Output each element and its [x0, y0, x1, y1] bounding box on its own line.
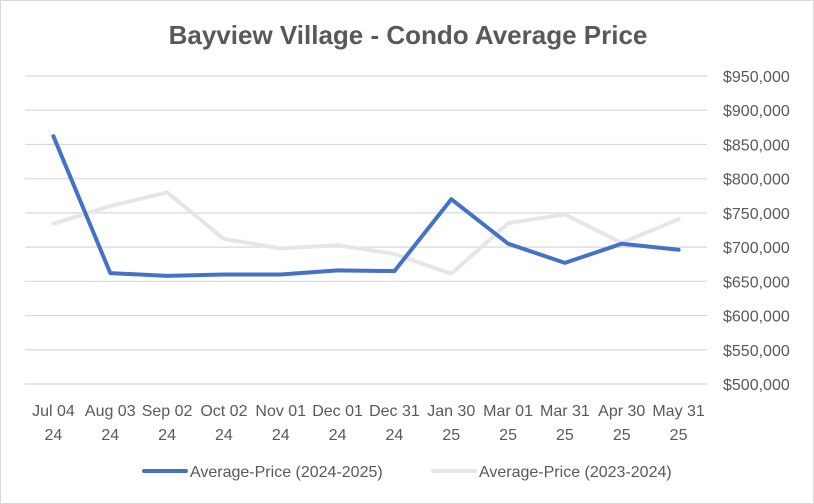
x-tick-line-1: Jul 04	[32, 403, 75, 420]
legend-label: Average-Price (2023-2024)	[479, 464, 672, 481]
x-tick-label: Nov 01 24	[255, 403, 306, 444]
x-tick-label: Mar 01 25	[483, 403, 533, 444]
x-tick-line-2: 24	[386, 427, 404, 444]
y-tick-label: $750,000	[723, 206, 790, 223]
y-tick-label: $700,000	[723, 240, 790, 257]
x-tick-line-1: Nov 01	[255, 403, 306, 420]
x-tick-line-1: Apr 30	[598, 403, 645, 420]
series-line-1	[51, 190, 681, 276]
y-tick-label: $900,000	[723, 103, 790, 120]
x-axis-tick-labels: Jul 04 24 Aug 03 24 Sep 02 24 Oct 02 24 Nov 01 24…	[32, 403, 705, 444]
y-tick-label: $800,000	[723, 172, 790, 189]
y-tick-label: $600,000	[723, 309, 790, 326]
y-tick-label: $950,000	[723, 69, 790, 86]
chart-title: Bayview Village - Condo Average Price	[169, 20, 648, 50]
x-tick-label: Mar 31 25	[540, 403, 590, 444]
x-tick-label: Aug 03 24	[85, 403, 136, 444]
x-tick-line-2: 24	[272, 427, 290, 444]
legend-label: Average-Price (2024-2025)	[190, 464, 383, 481]
x-tick-line-2: 25	[670, 427, 688, 444]
y-tick-label: $500,000	[723, 377, 790, 394]
y-axis-tick-labels: $500,000 $550,000 $600,000 $650,000 $700,000…	[723, 69, 790, 394]
x-tick-line-1: Aug 03	[85, 403, 136, 420]
x-tick-line-2: 25	[613, 427, 631, 444]
x-tick-label: Oct 02 24	[200, 403, 247, 444]
x-tick-line-2: 24	[45, 427, 63, 444]
x-tick-line-2: 24	[329, 427, 347, 444]
x-tick-label: Jan 30 25	[427, 403, 475, 444]
x-tick-line-2: 25	[556, 427, 574, 444]
x-tick-label: Apr 30 25	[598, 403, 645, 444]
x-tick-line-1: Mar 31	[540, 403, 590, 420]
x-tick-line-2: 24	[101, 427, 119, 444]
series-line-0	[51, 134, 681, 278]
x-tick-line-2: 24	[215, 427, 233, 444]
x-tick-line-1: Oct 02	[200, 403, 247, 420]
x-tick-label: Jul 04 24	[32, 403, 75, 444]
x-tick-line-2: 25	[442, 427, 460, 444]
x-tick-label: Dec 01 24	[312, 403, 363, 444]
x-tick-line-2: 25	[499, 427, 517, 444]
x-tick-label: Sep 02 24	[142, 403, 193, 444]
y-tick-label: $550,000	[723, 343, 790, 360]
x-tick-line-1: Dec 01	[312, 403, 363, 420]
legend: Average-Price (2024-2025) Average-Price (…	[142, 464, 672, 481]
x-tick-line-2: 24	[158, 427, 176, 444]
x-tick-line-1: Jan 30	[427, 403, 475, 420]
x-tick-line-1: May 31	[652, 403, 705, 420]
x-tick-label: Dec 31 24	[369, 403, 420, 444]
x-tick-line-1: Mar 01	[483, 403, 533, 420]
y-tick-label: $650,000	[723, 274, 790, 291]
x-tick-line-1: Dec 31	[369, 403, 420, 420]
y-tick-label: $850,000	[723, 137, 790, 154]
x-tick-label: May 31 25	[652, 403, 705, 444]
x-tick-line-1: Sep 02	[142, 403, 193, 420]
series-lines	[51, 134, 681, 278]
gridlines	[25, 75, 707, 385]
